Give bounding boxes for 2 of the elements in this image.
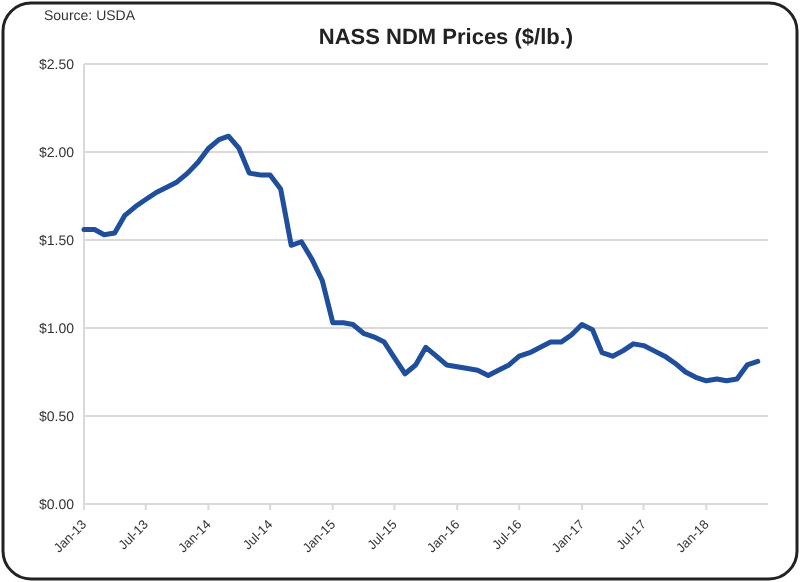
line-series bbox=[81, 133, 761, 384]
chart-title: NASS NDM Prices ($/lb.) bbox=[318, 26, 574, 50]
